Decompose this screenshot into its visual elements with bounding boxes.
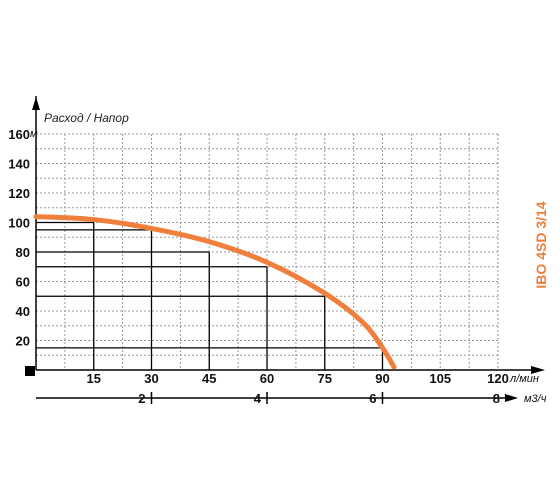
x-tick-label: 120 — [487, 371, 509, 386]
x2-tick-label: 8 — [493, 391, 500, 406]
x-tick-label: 90 — [375, 371, 389, 386]
secondary-x-axis-tick-labels: 2 4 6 8 — [138, 391, 500, 406]
x-axis-tick-labels: 15 30 45 60 75 90 105 120 — [87, 371, 509, 386]
y-tick-label: 20 — [16, 334, 30, 349]
y-tick-label: 100 — [8, 216, 30, 231]
x-tick-label: 15 — [87, 371, 101, 386]
x-tick-label: 105 — [429, 371, 451, 386]
y-axis-unit: м — [30, 128, 38, 140]
x2-tick-label: 4 — [254, 391, 262, 406]
secondary-x-axis-unit: м3/ч — [524, 393, 547, 405]
x-tick-label: 30 — [144, 371, 158, 386]
secondary-x-axis-ticks — [150, 392, 384, 404]
pump-model-label: IBO 4SD 3/14 — [533, 201, 549, 288]
y-tick-label: 80 — [16, 245, 30, 260]
y-tick-label: 60 — [16, 275, 30, 290]
y-axis-tick-labels: 20 40 60 80 100 120 140 160 — [8, 127, 30, 349]
pump-curve-line — [33, 214, 397, 370]
x-tick-label: 60 — [260, 371, 274, 386]
chart-title: Расход / Напор — [44, 111, 129, 125]
x-axis-arrow — [531, 366, 545, 374]
y-tick-label: 140 — [8, 157, 30, 172]
y-tick-label: 120 — [8, 186, 30, 201]
y-axis-arrow — [32, 97, 40, 110]
x2-tick-label: 6 — [369, 391, 376, 406]
x2-tick-label: 2 — [138, 391, 145, 406]
secondary-x-axis-arrow — [505, 394, 518, 402]
origin-marker — [25, 366, 35, 376]
x-axis-unit: л/мин — [509, 373, 539, 385]
reference-lines — [36, 221, 384, 370]
x-tick-label: 75 — [318, 371, 332, 386]
y-tick-label: 160 — [8, 127, 30, 142]
y-tick-label: 40 — [16, 304, 30, 319]
x-tick-label: 45 — [202, 371, 216, 386]
